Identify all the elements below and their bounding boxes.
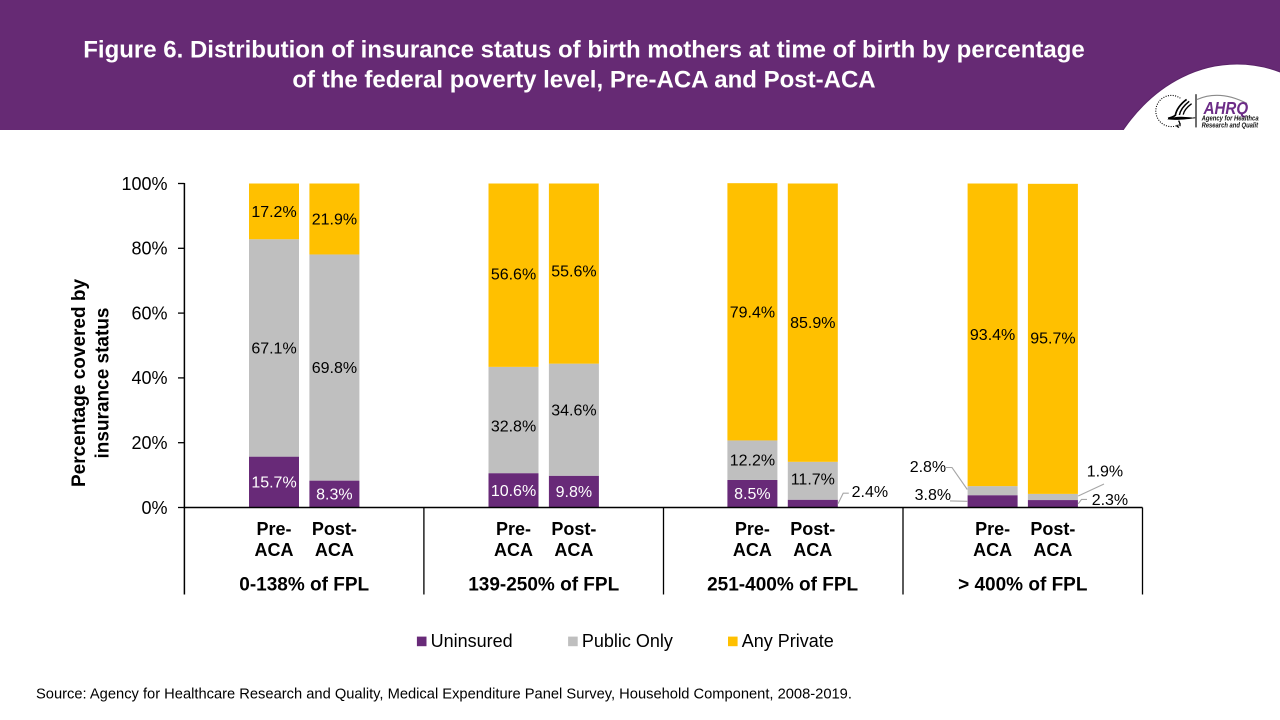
svg-text:2.4%: 2.4% <box>852 484 888 501</box>
svg-text:56.6%: 56.6% <box>491 267 536 284</box>
svg-text:79.4%: 79.4% <box>730 305 775 322</box>
svg-text:139-250% of FPL: 139-250% of FPL <box>468 575 619 596</box>
svg-text:17.2%: 17.2% <box>251 204 296 221</box>
svg-text:Percentage covered by: Percentage covered by <box>69 279 90 487</box>
svg-text:Agency for Healthca: Agency for Healthca <box>1201 116 1259 123</box>
svg-text:8.3%: 8.3% <box>316 487 352 504</box>
svg-text:40%: 40% <box>131 368 167 388</box>
svg-text:34.6%: 34.6% <box>551 402 596 419</box>
svg-text:10.6%: 10.6% <box>491 483 536 500</box>
svg-text:of the federal poverty level,: of the federal poverty level, Pre-ACA an… <box>292 67 875 94</box>
svg-text:2.3%: 2.3% <box>1092 492 1128 509</box>
svg-text:Figure 6. Distribution of insu: Figure 6. Distribution of insurance stat… <box>83 36 1084 63</box>
svg-text:Post-: Post- <box>312 519 357 539</box>
svg-text:ACA: ACA <box>973 540 1012 560</box>
svg-text:93.4%: 93.4% <box>970 327 1015 344</box>
svg-text:insurance status: insurance status <box>93 308 114 459</box>
svg-text:55.6%: 55.6% <box>551 264 596 281</box>
svg-text:Post-: Post- <box>790 519 835 539</box>
svg-text:80%: 80% <box>131 239 167 259</box>
svg-text:Research and Qualit: Research and Qualit <box>1202 123 1259 130</box>
svg-text:0%: 0% <box>141 498 167 518</box>
svg-text:ACA: ACA <box>793 540 832 560</box>
svg-text:100%: 100% <box>121 174 167 194</box>
svg-text:21.9%: 21.9% <box>312 212 357 229</box>
svg-text:85.9%: 85.9% <box>790 315 835 332</box>
svg-text:95.7%: 95.7% <box>1030 331 1075 348</box>
svg-text:9.8%: 9.8% <box>556 484 592 501</box>
svg-text:3.8%: 3.8% <box>915 487 951 504</box>
svg-text:12.2%: 12.2% <box>730 453 775 470</box>
svg-text:Any Private: Any Private <box>742 631 834 651</box>
svg-text:69.8%: 69.8% <box>312 360 357 377</box>
svg-text:ACA: ACA <box>315 540 354 560</box>
svg-text:ACA: ACA <box>733 540 772 560</box>
svg-text:ACA: ACA <box>255 540 294 560</box>
svg-text:2.8%: 2.8% <box>910 459 946 476</box>
svg-text:Public Only: Public Only <box>582 631 673 651</box>
svg-text:11.7%: 11.7% <box>791 471 835 488</box>
svg-text:20%: 20% <box>131 433 167 453</box>
svg-text:Pre-: Pre- <box>735 519 770 539</box>
svg-text:60%: 60% <box>131 303 167 323</box>
svg-text:Pre-: Pre- <box>256 519 291 539</box>
svg-text:251-400% of FPL: 251-400% of FPL <box>707 575 858 596</box>
svg-text:ACA: ACA <box>494 540 533 560</box>
svg-text:Source: Agency for Healthcare: Source: Agency for Healthcare Research a… <box>36 687 852 703</box>
svg-text:8.5%: 8.5% <box>734 486 770 503</box>
svg-text:1.9%: 1.9% <box>1087 463 1123 480</box>
svg-text:AHRQ: AHRQ <box>1203 98 1249 118</box>
svg-text:ACA: ACA <box>554 540 593 560</box>
svg-text:Uninsured: Uninsured <box>431 631 513 651</box>
svg-text:ACA: ACA <box>1033 540 1072 560</box>
svg-text:32.8%: 32.8% <box>491 418 536 435</box>
svg-text:Post-: Post- <box>1030 519 1075 539</box>
svg-text:Post-: Post- <box>551 519 596 539</box>
svg-text:0-138% of FPL: 0-138% of FPL <box>239 575 369 596</box>
svg-text:Pre-: Pre- <box>496 519 531 539</box>
svg-text:67.1%: 67.1% <box>251 340 296 357</box>
svg-text:15.7%: 15.7% <box>251 475 296 492</box>
svg-text:> 400% of FPL: > 400% of FPL <box>958 575 1088 596</box>
svg-text:Pre-: Pre- <box>975 519 1010 539</box>
